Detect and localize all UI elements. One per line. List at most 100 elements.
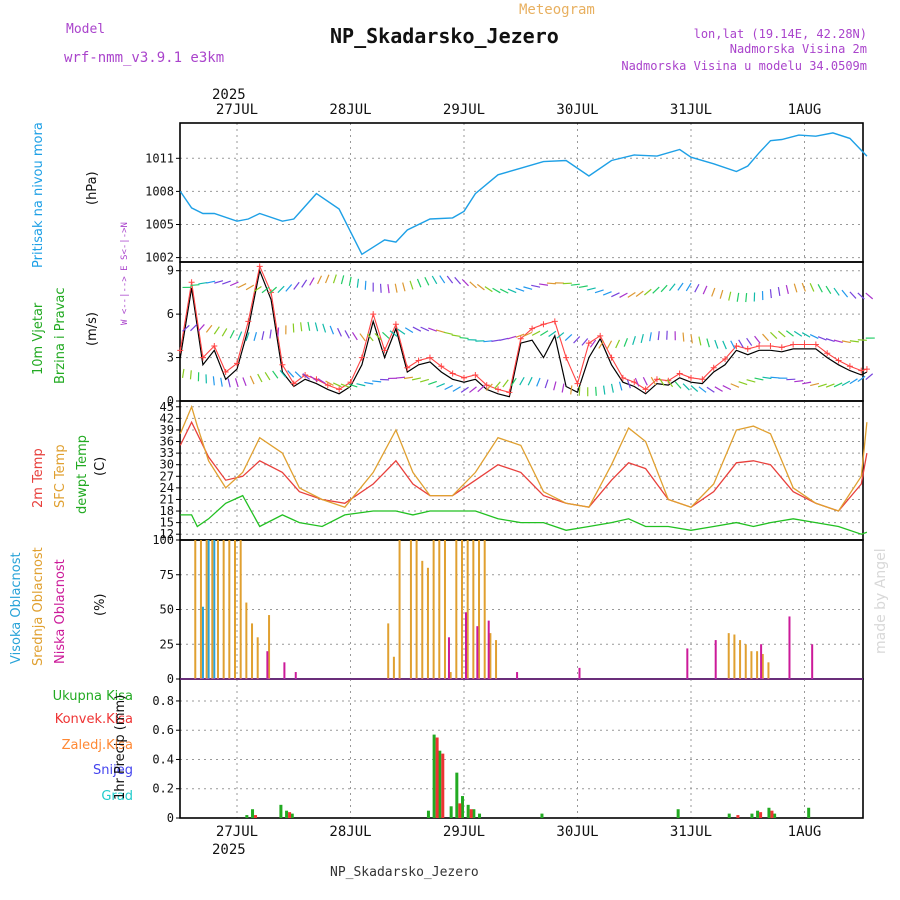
wind-arrow [325, 380, 334, 386]
wind-arrow [785, 330, 794, 337]
wind-arrow [182, 324, 190, 332]
wind-arrow [531, 284, 541, 288]
precip-total-bar [426, 810, 430, 818]
tsfc-title: SFC Temp [53, 444, 68, 508]
wind-arrow [220, 377, 223, 387]
wind-arrow [387, 284, 390, 294]
wind-arrow [214, 280, 224, 284]
wind-arrow [348, 383, 358, 388]
wind-arrow [329, 325, 335, 335]
wind-arrow [277, 285, 285, 294]
precip-total-bar [478, 813, 482, 818]
wind-arrow [706, 386, 715, 393]
cloud-mid-bar [409, 540, 412, 679]
precip-total-bar [285, 810, 289, 818]
cloud-mid-bar [727, 633, 730, 679]
wind-arrow [253, 331, 258, 341]
wind-arrow [309, 277, 315, 286]
wind-arrow [833, 339, 843, 343]
cloud-mid-bar [466, 540, 469, 679]
wind-arrow [660, 284, 668, 293]
wind-arrow [730, 383, 740, 388]
date-label-top: 28JUL [329, 102, 371, 118]
wind-arrow [351, 332, 358, 341]
wind-forecast-mark [211, 342, 218, 349]
precip-total-bar [756, 810, 760, 818]
wind-arrow [469, 386, 477, 393]
y-tick-label-2: 39 [160, 423, 174, 437]
year-bottom: 2025 [212, 842, 246, 858]
wind-forecast-mark [812, 341, 819, 348]
wind-forecast-mark [449, 370, 456, 377]
precip-total-bar [449, 806, 453, 818]
y-tick-label-3: 75 [160, 568, 174, 582]
wind-arrow [394, 283, 398, 293]
wind-arrow [694, 283, 700, 293]
wind-arrow [459, 336, 469, 340]
y-tick-label-0: 1008 [145, 184, 174, 198]
wind-arrow [632, 336, 636, 345]
cloud-mid-bar [199, 540, 202, 679]
wind-arrow [801, 282, 806, 292]
meteogram-label: Meteogram [519, 2, 595, 18]
wind-arrow [642, 376, 648, 386]
cloud-mid-bar [461, 540, 463, 679]
wind-arrow [640, 333, 644, 344]
wind-arrow [301, 279, 308, 288]
model-altitude-label: Nadmorska Visina u modelu 34.0509m [621, 59, 867, 73]
wind-forecast-mark [392, 321, 399, 328]
y-tick-label-2: 30 [160, 458, 174, 472]
wind-arrow [738, 381, 748, 386]
y-tick-label-4: 0.2 [152, 782, 174, 796]
wind-arrow [257, 373, 263, 383]
y-tick-label-4: 0 [167, 811, 174, 825]
legend-zaledj: Zaledj.Kisa [62, 738, 133, 753]
wind-arrow [340, 383, 350, 388]
cloud-mid-bar [455, 540, 458, 679]
wind-arrow [181, 368, 185, 378]
wind-arrow [658, 377, 665, 386]
wind-forecast-mark [290, 380, 297, 387]
wind-arrow [412, 326, 422, 332]
wind-forecast-mark [234, 360, 240, 367]
wind-arrow [253, 285, 262, 293]
wind-arrow [519, 376, 525, 386]
y-tick-label-3: 100 [152, 533, 174, 547]
wind-arrow [578, 285, 588, 289]
wind-arrow [666, 379, 674, 388]
wind-arrow [594, 289, 604, 294]
footer-station: NP_Skadarsko_Jezero [330, 865, 479, 880]
wind-arrow [395, 376, 406, 379]
wind-arrow [510, 377, 517, 387]
wind-arrow [411, 377, 421, 381]
wind-forecast-mark [619, 374, 626, 381]
wind-arrow [317, 275, 323, 285]
wind-arrow [564, 333, 573, 341]
wind-arrow [570, 385, 573, 395]
wind-arrow [499, 337, 509, 341]
cloud-mid-bar [756, 651, 759, 679]
cloud-low-bar [578, 667, 581, 679]
wind-arrow [340, 275, 345, 285]
station-title: NP_Skadarsko_Jezero [330, 24, 559, 48]
wind-forecast-mark [324, 382, 331, 389]
cloud-mid-bar [449, 672, 452, 679]
precip-conv-bar [254, 815, 258, 818]
wind-arrow [610, 383, 614, 393]
wind-arrow [317, 378, 326, 384]
y-tick-label-2: 33 [160, 446, 174, 460]
precip-total-bar [807, 807, 811, 818]
wind-arrow [379, 283, 382, 293]
precip-total-bar [245, 815, 249, 818]
wind-forecast-mark [461, 374, 467, 381]
pressure-unit: (hPa) [85, 171, 100, 205]
wind-forecast-mark [756, 342, 763, 349]
precip-total-bar [472, 809, 476, 818]
altitude-label: Nadmorska Visina 2m [730, 42, 867, 56]
cloud-mid-bar [432, 540, 435, 679]
wind-arrow [439, 275, 446, 284]
cloud-low-bar [811, 644, 814, 679]
wind-arrow [420, 378, 429, 383]
precip-total-bar [767, 807, 771, 818]
